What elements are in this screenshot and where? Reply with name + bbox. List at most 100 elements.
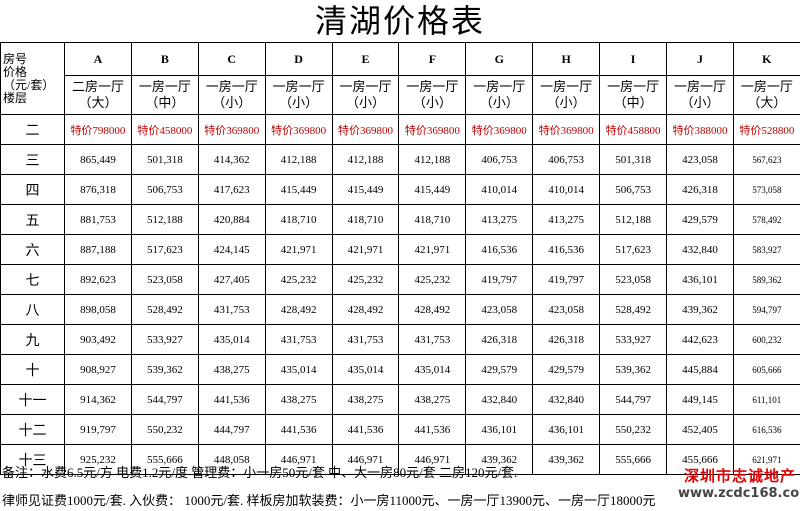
table-row: 四 876,318 506,753 417,623 415,449 415,449 415,… — [0, 174, 800, 205]
watermark-url: www.zcdc168.com — [678, 486, 800, 501]
price-cell: 555,666 — [599, 444, 668, 475]
price-cell: 594,797 — [732, 294, 800, 325]
column-type-g: 一房一厅 （小） — [465, 75, 534, 115]
floor-label: 八 — [0, 294, 65, 325]
floor-label: 十三 — [0, 444, 65, 475]
price-cell: 506,753 — [599, 174, 668, 205]
price-cell: 438,275 — [398, 384, 467, 415]
special-price-cell: 特价458000 — [130, 114, 199, 145]
column-type-j: 一房一厅 （小） — [666, 75, 734, 115]
column-type-name: 一房一厅 — [740, 79, 793, 94]
price-cell: 550,232 — [599, 414, 668, 445]
column-type-h: 一房一厅 （小） — [532, 75, 601, 115]
note-fees: 备注：水费6.5元/方 电费1.2元/度 管理费：小一房50元/套 中、大一房8… — [2, 465, 518, 480]
price-cell: 413,275 — [465, 204, 534, 235]
price-cell: 432,840 — [532, 384, 601, 415]
price-cell: 925,232 — [64, 444, 132, 475]
price-cell: 452,405 — [666, 414, 734, 445]
price-cell: 420,884 — [197, 204, 266, 235]
price-cell: 421,971 — [398, 234, 467, 265]
column-type-a: 二房一厅 （大） — [64, 75, 132, 115]
price-cell: 415,449 — [331, 174, 400, 205]
price-cell: 410,014 — [532, 174, 601, 205]
price-cell: 544,797 — [599, 384, 668, 415]
price-cell: 533,927 — [130, 324, 199, 355]
price-cell: 444,797 — [197, 414, 266, 445]
price-cell: 621,971 — [732, 444, 800, 475]
column-type-row: 二房一厅 （大） 一房一厅 （中） 一房一厅 （小） 一房一厅 （小） 一房一厅 （小） 一房一厅（… — [1, 75, 800, 115]
price-cell: 455,666 — [666, 444, 734, 475]
column-type-k: 一房一厅 （大） — [732, 75, 800, 115]
price-cell: 431,753 — [197, 294, 266, 325]
price-cell: 439,362 — [532, 444, 601, 475]
floor-label: 三 — [0, 144, 65, 175]
column-letter-g: G — [465, 42, 534, 76]
column-type-name: 一房一厅 — [473, 79, 526, 94]
column-type-c: 一房一厅 （小） — [197, 75, 266, 115]
price-cell: 539,362 — [130, 354, 199, 385]
price-cell: 441,536 — [197, 384, 266, 415]
column-type-size: （大） — [747, 95, 787, 110]
price-cell: 887,188 — [64, 234, 132, 265]
price-cell: 413,275 — [532, 204, 601, 235]
floor-label: 四 — [0, 174, 65, 205]
column-type-name: 一房一厅 — [205, 79, 258, 94]
price-cell: 419,797 — [532, 264, 601, 295]
price-cell: 438,275 — [264, 384, 333, 415]
price-cell: 517,623 — [130, 234, 199, 265]
price-cell: 589,362 — [732, 264, 800, 295]
price-cell: 539,362 — [599, 354, 668, 385]
corner-label-floor: 楼层 — [3, 90, 28, 105]
price-cell: 415,449 — [264, 174, 333, 205]
floor-label: 六 — [0, 234, 65, 265]
column-letter-a: A — [64, 42, 132, 76]
price-cell: 429,579 — [666, 204, 734, 235]
corner-label-unit: （元/套） — [3, 77, 55, 92]
special-price-cell: 特价369800 — [532, 114, 601, 145]
price-cell: 441,536 — [331, 414, 400, 445]
price-cell: 436,101 — [532, 414, 601, 445]
floor-label: 九 — [0, 324, 65, 355]
price-cell: 567,623 — [732, 144, 800, 175]
column-type-size: （小） — [680, 95, 720, 110]
price-cell: 881,753 — [64, 204, 132, 235]
column-type-name: 一房一厅 — [272, 79, 325, 94]
column-type-size: （小） — [346, 95, 386, 110]
price-cell: 435,014 — [264, 354, 333, 385]
floor-label: 十一 — [0, 384, 65, 415]
price-cell: 417,623 — [197, 174, 266, 205]
column-type-name: 一房一厅 — [673, 79, 726, 94]
column-type-d: 一房一厅 （小） — [264, 75, 333, 115]
price-cell: 412,188 — [398, 144, 467, 175]
table-row: 九 903,492 533,927 435,014 431,753 431,753 431,… — [0, 324, 800, 355]
column-letter-c: C — [197, 42, 266, 76]
floor-label: 十 — [0, 354, 65, 385]
column-type-size: （小） — [546, 95, 586, 110]
price-cell: 605,666 — [732, 354, 800, 385]
price-cell: 517,623 — [599, 234, 668, 265]
price-cell: 432,840 — [666, 234, 734, 265]
price-cell: 418,710 — [331, 204, 400, 235]
price-cell: 428,492 — [264, 294, 333, 325]
table-row: 五 881,753 512,188 420,884 418,710 418,710 418,… — [0, 204, 800, 235]
column-letter-f: F — [398, 42, 467, 76]
price-cell: 412,188 — [331, 144, 400, 175]
price-cell: 512,188 — [599, 204, 668, 235]
price-cell: 416,536 — [532, 234, 601, 265]
corner-header: 房号 价格 （元/套） 楼层 — [0, 42, 65, 115]
price-cell: 501,318 — [130, 144, 199, 175]
price-cell: 412,188 — [264, 144, 333, 175]
price-cell: 445,884 — [666, 354, 734, 385]
price-cell: 421,971 — [331, 234, 400, 265]
price-cell: 438,275 — [197, 354, 266, 385]
price-cell: 523,058 — [130, 264, 199, 295]
price-cell: 898,058 — [64, 294, 132, 325]
column-type-e: 一房一厅 （小） — [331, 75, 400, 115]
price-cell: 908,927 — [64, 354, 132, 385]
price-cell: 410,014 — [465, 174, 534, 205]
special-price-cell: 特价369800 — [264, 114, 333, 145]
column-letter-e: E — [331, 42, 400, 76]
table-row: 十一 914,362 544,797 441,536 438,275 438,275 438… — [0, 384, 800, 415]
price-cell: 426,318 — [465, 324, 534, 355]
column-type-size: （大） — [78, 95, 118, 110]
